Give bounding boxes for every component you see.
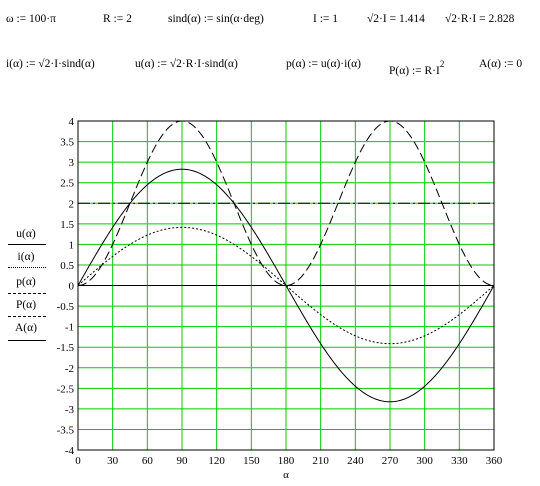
y-tick-label-13: 2.5 (60, 178, 74, 190)
legend-A-line (8, 340, 46, 341)
legend-p-label: p(α) (16, 276, 36, 288)
y-tick-label-10: 1 (69, 239, 75, 251)
y-tick-label-8: 0 (69, 281, 75, 293)
y-tick-label-5: -1.5 (57, 342, 75, 354)
y-tick-label-16: 4 (69, 116, 75, 128)
x-tick-labels: 0 30 60 90 120 150 180 210 240 270 300 330 360 (75, 455, 503, 467)
legend-P-label: P(α) (15, 299, 37, 311)
y-tick-label-2: -3 (65, 404, 75, 416)
x-tick-label-0: 0 (75, 455, 81, 467)
x-tick-label-3: 90 (177, 455, 189, 467)
x-tick-label-6: 180 (278, 455, 295, 467)
x-tick-label-9: 270 (382, 455, 399, 467)
x-tick-label-7: 210 (312, 455, 329, 467)
x-tick-label-11: 330 (451, 455, 468, 467)
y-tick-label-9: 0.5 (60, 260, 74, 272)
p-function-definition: p(α) := u(α)·i(α) (286, 58, 362, 70)
series-line-2 (77, 120, 495, 287)
plot-frame (77, 120, 495, 451)
legend-A-label: A(α) (15, 322, 37, 334)
P-function-base: P(α) := R·I (389, 65, 440, 77)
y-tick-label-4: -2 (65, 363, 74, 375)
P-function-definition: P(α) := R·I2 (389, 57, 444, 78)
legend-u-line (8, 244, 46, 245)
sqrt2-i-result: √2·I = 1.414 (367, 13, 425, 25)
legend-i-label: i(α) (17, 251, 35, 263)
y-tick-label-0: -4 (65, 445, 75, 457)
x-tick-label-4: 120 (208, 455, 225, 467)
y-tick-label-7: -0.5 (57, 301, 75, 313)
x-tick-label-1: 30 (107, 455, 119, 467)
y-tick-label-11: 1.5 (60, 219, 74, 231)
i-function-definition: i(α) := √2·I·sind(α) (6, 58, 95, 70)
legend-p-line (8, 293, 46, 294)
omega-definition: ω := 100·π (6, 13, 56, 25)
legend-P-line (8, 316, 46, 317)
i-value-definition: I := 1 (313, 13, 339, 25)
r-definition: R := 2 (103, 13, 132, 25)
y-tick-labels: -4 -3.5 -3 -2.5 -2 -1.5 -1 -0.5 0 0.5 1 1.5 2 2.5 3 3.5… (57, 116, 75, 457)
u-function-definition: u(α) := √2·R·I·sind(α) (135, 58, 238, 70)
legend-u-label: u(α) (16, 228, 36, 240)
x-tick-label-2: 60 (142, 455, 154, 467)
x-tick-label-5: 150 (243, 455, 260, 467)
x-axis-label: α (283, 469, 289, 481)
x-tick-label-8: 240 (347, 455, 364, 467)
chart-curves (77, 120, 495, 403)
x-tick-label-10: 300 (416, 455, 433, 467)
y-tick-label-6: -1 (65, 322, 74, 334)
y-tick-label-3: -2.5 (57, 383, 75, 395)
sqrt2-r-i-result: √2·R·I = 2.828 (445, 13, 515, 25)
A-function-definition: A(α) := 0 (479, 58, 523, 70)
y-tick-label-14: 3 (69, 157, 75, 169)
y-tick-label-1: -3.5 (57, 424, 75, 436)
sind-definition: sind(α) := sin(α·deg) (168, 13, 264, 25)
legend-i-line (8, 267, 46, 268)
y-tick-label-15: 3.5 (60, 137, 74, 149)
P-function-exponent: 2 (439, 59, 445, 69)
x-tick-label-12: 360 (486, 455, 503, 467)
series-line-1 (77, 226, 495, 345)
y-tick-label-12: 2 (69, 198, 75, 210)
